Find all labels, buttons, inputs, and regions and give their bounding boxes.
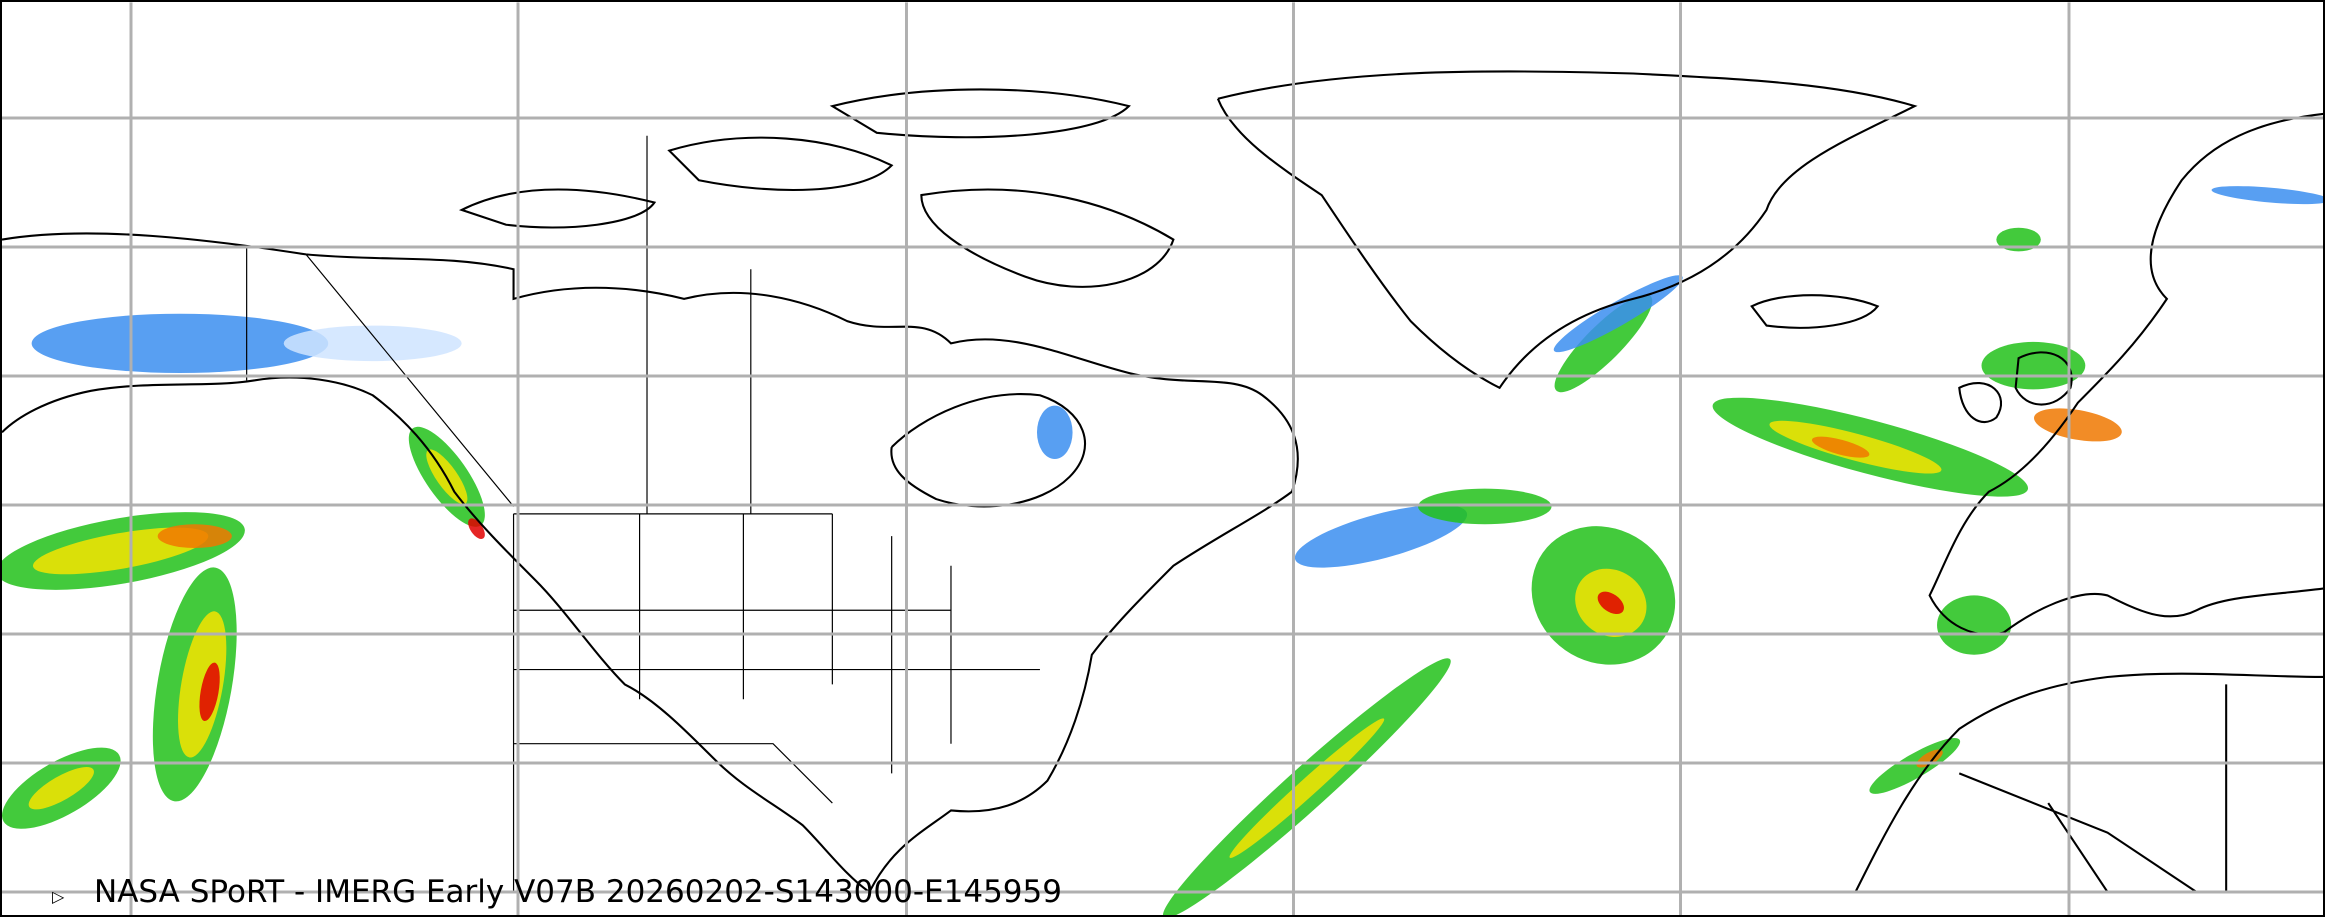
- precipitation-area: [31, 313, 329, 374]
- precipitation-area: [157, 524, 232, 548]
- precipitation-area: [1869, 738, 1961, 794]
- precipitation-area: [199, 662, 220, 722]
- precipitation-area: [283, 325, 462, 362]
- precipitation-area: [28, 767, 94, 810]
- precipitation-area: [1036, 405, 1073, 460]
- precipitation-area: [2034, 408, 2122, 442]
- precipitation-area: [2211, 186, 2323, 205]
- coastlines: [2, 70, 2323, 894]
- precipitation-area: [1937, 595, 2012, 655]
- precipitation-area: [1811, 436, 1870, 458]
- precipitation-area: [468, 518, 485, 540]
- precipitation-layer: [2, 186, 2323, 915]
- political-borders: [246, 135, 1040, 892]
- precipitation-area: [1294, 504, 1468, 568]
- triangle-marker-icon: ▷: [52, 887, 65, 906]
- precipitation-area: [1597, 591, 1624, 615]
- map-caption: NASA SPoRT - IMERG Early V07B 20260202-S…: [94, 874, 1062, 910]
- precipitation-area: [1229, 718, 1385, 858]
